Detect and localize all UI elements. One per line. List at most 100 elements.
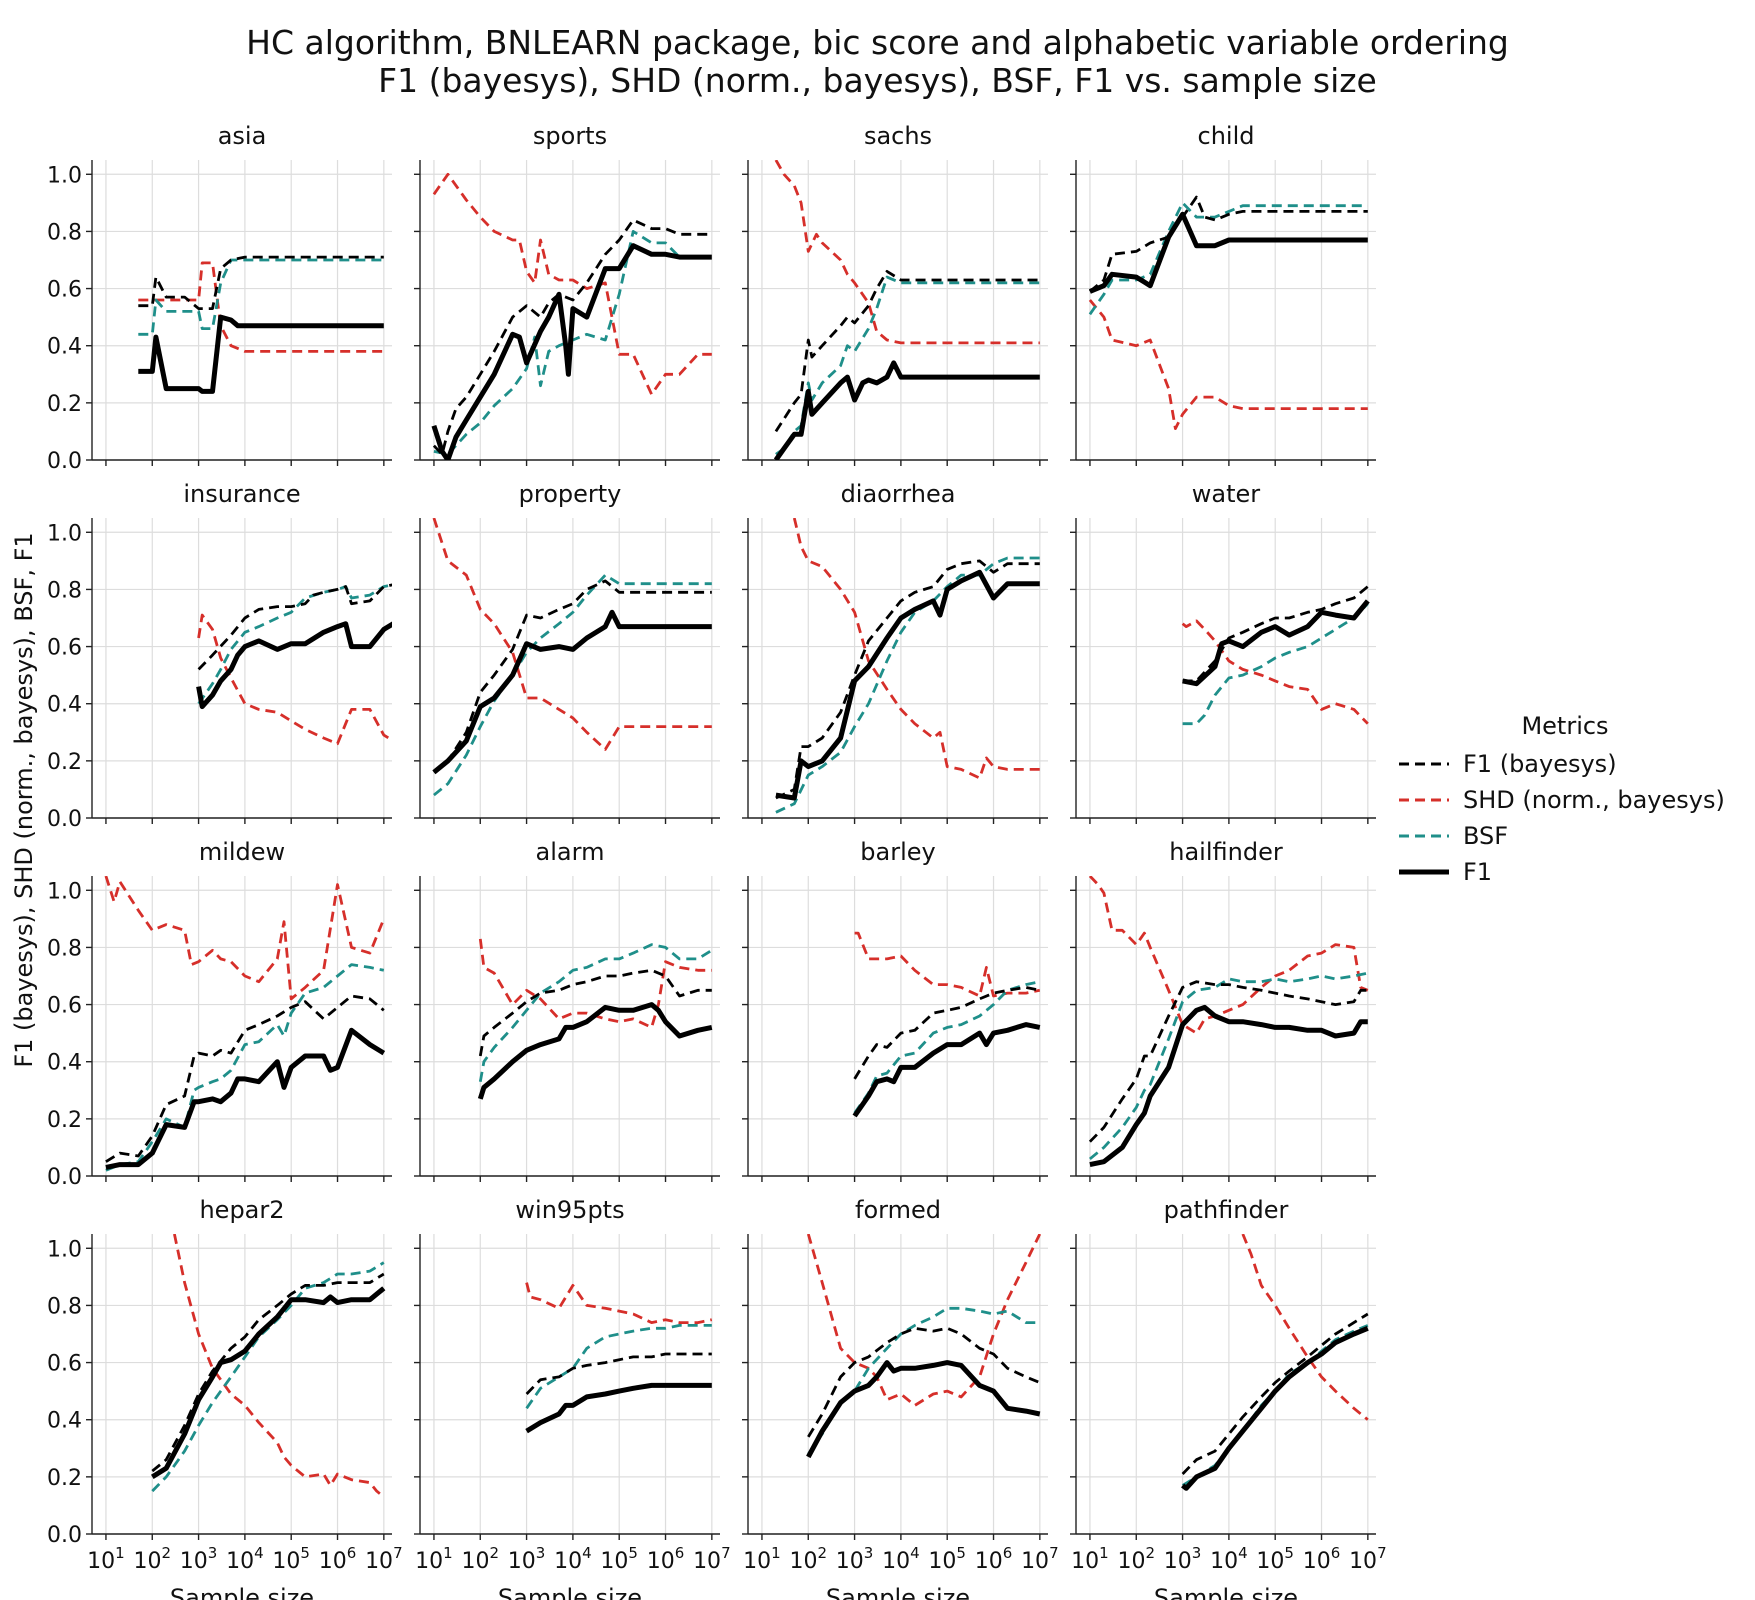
panel-title-property: property: [519, 480, 622, 508]
legend-swatch-f1: [1399, 869, 1449, 875]
panel-title-hailfinder: hailfinder: [1169, 838, 1283, 866]
y-tick-label: 0.0: [47, 1523, 82, 1548]
series-bsf-win95pts: [525, 1324, 712, 1410]
series-f1-water: [1182, 599, 1370, 687]
panel-asia: 0.0 0.2 0.4 0.6 0.8 1.0 asia: [47, 122, 392, 474]
x-tick-label: 103: [836, 1544, 874, 1574]
series-shd-child: [1088, 299, 1368, 430]
series-f1b-hailfinder: [1088, 980, 1368, 1143]
x-tick-label: 107: [365, 1544, 403, 1574]
legend-title: Metrics: [1521, 712, 1609, 740]
x-tick-label: 107: [693, 1544, 731, 1574]
y-tick-label: 0.0: [47, 1165, 82, 1190]
panel-title-diaorrhea: diaorrhea: [841, 480, 956, 508]
panel-barley: barley: [742, 838, 1048, 1182]
panel-sachs: sachs: [742, 122, 1048, 466]
panel-diaorrhea: diaorrhea: [742, 480, 1048, 824]
panel-title-hepar2: hepar2: [199, 1196, 284, 1224]
series-shd-asia: [138, 261, 384, 353]
series-f1-sports: [431, 243, 712, 460]
panel-formed: 101 102 103 104 105 106 107 Sample size formed: [742, 1196, 1059, 1600]
y-tick-label: 0.4: [47, 1409, 82, 1434]
series-f1-property: [432, 609, 712, 775]
series-f1-alarm: [477, 1002, 713, 1100]
x-tick-label: 107: [1349, 1544, 1387, 1574]
y-tick-label: 1.0: [47, 163, 82, 188]
y-tick-label: 0.2: [47, 1108, 82, 1133]
panel-hailfinder: hailfinder: [1070, 838, 1376, 1182]
series-shd-formed: [806, 1234, 1042, 1407]
x-tick-label: 103: [1164, 1544, 1202, 1574]
y-tick-label: 0.8: [47, 220, 82, 245]
y-tick-label: 1.0: [47, 521, 82, 546]
panel-title-asia: asia: [218, 122, 267, 150]
series-shd-insurance: [197, 613, 392, 746]
y-tick-label: 0.6: [47, 994, 82, 1019]
panel-win95pts: 101 102 103 104 105 106 107 Sample size win95pts: [414, 1196, 731, 1600]
series-bsf-hailfinder: [1089, 971, 1369, 1160]
panel-pathfinder: 101 102 103 104 105 106 107 Sample size pathfind…: [1070, 1196, 1387, 1600]
series-bsf-mildew: [105, 963, 385, 1172]
panel-hepar2: 0.0 0.2 0.4 0.6 0.8 1.0 101 102 103 104 105 106 107 S…: [47, 1196, 403, 1600]
panel-property: property: [414, 480, 720, 824]
panel-title-win95pts: win95pts: [515, 1196, 624, 1224]
x-tick-label: 104: [1210, 1544, 1248, 1574]
panel-title-sports: sports: [533, 122, 607, 150]
y-tick-label: 0.4: [47, 1051, 82, 1076]
series-bsf-water: [1182, 602, 1369, 726]
legend-item-f1: F1: [1395, 854, 1755, 890]
series-bsf-barley: [853, 980, 1041, 1114]
legend-swatch-shd: [1399, 798, 1449, 802]
y-tick-label: 0.0: [47, 449, 82, 474]
panel-title-water: water: [1192, 480, 1261, 508]
title-line-1: HC algorithm, BNLEARN package, bic score…: [246, 23, 1509, 62]
series-bsf-insurance: [197, 583, 392, 705]
series-f1-formed: [806, 1360, 1041, 1459]
x-tick-label: 102: [461, 1544, 499, 1574]
series-f1-barley: [852, 1022, 1041, 1118]
legend-label-bsf: BSF: [1463, 822, 1509, 850]
series-f1-hepar2: [150, 1286, 386, 1480]
x-tick-label: 107: [1021, 1544, 1059, 1574]
x-tick-label: 101: [1071, 1544, 1109, 1574]
series-bsf-asia: [138, 258, 384, 336]
y-tick-label: 0.6: [47, 636, 82, 661]
legend-label-f1-bayesys: F1 (bayesys): [1463, 750, 1617, 778]
legend-swatch-bsf: [1399, 834, 1449, 838]
x-tick-label: 101: [415, 1544, 453, 1574]
series-bsf-diaorrhea: [775, 556, 1040, 814]
legend-item-bsf: BSF: [1395, 818, 1755, 854]
x-tick-label: 106: [1303, 1544, 1341, 1574]
series-f1b-win95pts: [525, 1352, 712, 1395]
series-f1b-property: [433, 579, 712, 774]
legend-label-f1: F1: [1463, 858, 1493, 886]
series-bsf-sports: [433, 230, 712, 456]
series-f1b-barley: [853, 986, 1041, 1080]
legend-item-shd: SHD (norm., bayesys): [1395, 782, 1755, 818]
panel-title-pathfinder: pathfinder: [1164, 1196, 1289, 1224]
figure-title: HC algorithm, BNLEARN package, bic score…: [0, 24, 1755, 100]
series-shd-diaorrhea: [792, 518, 1040, 780]
series-f1-child: [1088, 211, 1368, 294]
series-f1b-asia: [138, 255, 384, 310]
x-axis-label: Sample size: [826, 1584, 970, 1600]
series-shd-water: [1181, 619, 1369, 725]
series-f1b-sachs: [774, 270, 1040, 433]
series-shd-pathfinder: [1241, 1234, 1369, 1421]
x-tick-label: 105: [928, 1544, 966, 1574]
series-f1-mildew: [105, 1027, 386, 1170]
legend-swatch-f1-bayesys: [1399, 762, 1449, 766]
series-shd-sachs: [774, 160, 1040, 345]
panel-mildew: 0.0 0.2 0.4 0.6 0.8 1.0 mildew: [47, 838, 392, 1190]
panel-insurance: 0.0 0.2 0.4 0.6 0.8 1.0 insurance: [47, 480, 392, 832]
y-tick-label: 0.6: [47, 278, 82, 303]
y-tick-label: 1.0: [47, 1237, 82, 1262]
series-bsf-sachs: [775, 275, 1040, 456]
panel-title-child: child: [1198, 122, 1255, 150]
y-tick-label: 0.0: [47, 807, 82, 832]
series-bsf-child: [1088, 201, 1368, 316]
panel-sports: sports: [414, 122, 720, 466]
panel-title-sachs: sachs: [864, 122, 932, 150]
x-tick-label: 103: [508, 1544, 546, 1574]
series-f1b-sports: [432, 218, 712, 456]
